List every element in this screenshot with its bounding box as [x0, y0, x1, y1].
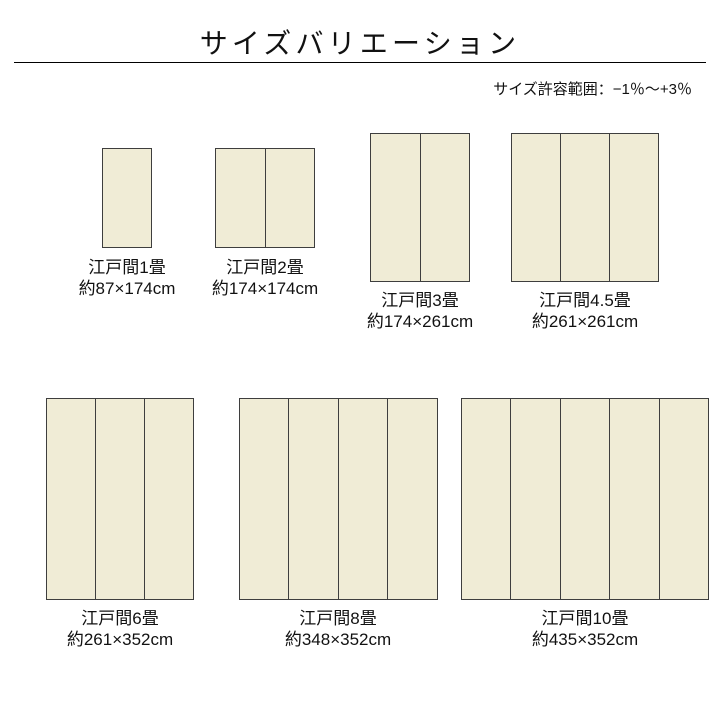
- mat-diagram: [370, 133, 470, 282]
- size-item-edo-6jo: 江戸間6畳約261×352cm: [35, 398, 205, 600]
- size-name: 江戸間3畳: [350, 290, 490, 311]
- mat-panel: [660, 398, 710, 600]
- size-dimensions: 約261×352cm: [35, 629, 205, 650]
- title-underline: [14, 62, 706, 63]
- size-item-edo-2jo: 江戸間2畳約174×174cm: [195, 148, 335, 248]
- mat-panel: [266, 148, 316, 248]
- mat-panel: [215, 148, 266, 248]
- mat-panel: [561, 398, 611, 600]
- size-dimensions: 約348×352cm: [233, 629, 443, 650]
- mat-panel: [96, 398, 145, 600]
- tolerance-note: サイズ許容範囲：−1％～+3％: [493, 78, 692, 99]
- size-name: 江戸間2畳: [195, 257, 335, 278]
- size-name: 江戸間10畳: [460, 608, 710, 629]
- mat-panel: [511, 133, 561, 282]
- size-dimensions: 約174×174cm: [195, 278, 335, 299]
- size-dimensions: 約174×261cm: [350, 311, 490, 332]
- mat-panel: [610, 398, 660, 600]
- mat-panel: [461, 398, 512, 600]
- mat-panel: [610, 133, 659, 282]
- mat-panel: [239, 398, 290, 600]
- mat-diagram: [102, 148, 152, 248]
- mat-diagram: [511, 133, 660, 282]
- size-dimensions: 約435×352cm: [460, 629, 710, 650]
- page-title: サイズバリエーション: [0, 0, 720, 62]
- size-dimensions: 約87×174cm: [62, 278, 192, 299]
- mat-diagram: [239, 398, 438, 600]
- size-item-edo-10jo: 江戸間10畳約435×352cm: [460, 398, 710, 600]
- size-label: 江戸間2畳約174×174cm: [195, 257, 335, 300]
- mat-panel: [46, 398, 96, 600]
- size-label: 江戸間10畳約435×352cm: [460, 608, 710, 651]
- size-name: 江戸間6畳: [35, 608, 205, 629]
- mat-panel: [561, 133, 610, 282]
- size-item-edo-4-5jo: 江戸間4.5畳約261×261cm: [505, 133, 665, 282]
- size-label: 江戸間8畳約348×352cm: [233, 608, 443, 651]
- mat-panel: [421, 133, 471, 282]
- mat-panel: [102, 148, 152, 248]
- mat-diagram: [215, 148, 315, 248]
- size-label: 江戸間4.5畳約261×261cm: [505, 290, 665, 333]
- size-dimensions: 約261×261cm: [505, 311, 665, 332]
- size-name: 江戸間1畳: [62, 257, 192, 278]
- size-name: 江戸間4.5畳: [505, 290, 665, 311]
- mat-diagram: [461, 398, 710, 600]
- mat-diagram: [46, 398, 195, 600]
- mat-panel: [511, 398, 561, 600]
- size-label: 江戸間3畳約174×261cm: [350, 290, 490, 333]
- size-label: 江戸間1畳約87×174cm: [62, 257, 192, 300]
- mat-panel: [289, 398, 339, 600]
- size-label: 江戸間6畳約261×352cm: [35, 608, 205, 651]
- size-item-edo-8jo: 江戸間8畳約348×352cm: [233, 398, 443, 600]
- mat-panel: [145, 398, 194, 600]
- mat-panel: [339, 398, 389, 600]
- mat-panel: [370, 133, 421, 282]
- size-name: 江戸間8畳: [233, 608, 443, 629]
- size-item-edo-1jo: 江戸間1畳約87×174cm: [62, 148, 192, 248]
- size-item-edo-3jo: 江戸間3畳約174×261cm: [350, 133, 490, 282]
- mat-panel: [388, 398, 438, 600]
